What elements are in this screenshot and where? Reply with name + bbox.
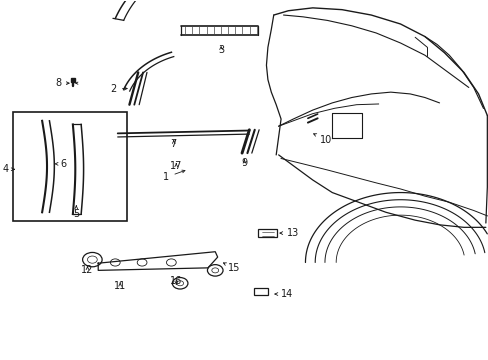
Text: 2: 2 <box>110 84 127 94</box>
Text: 17: 17 <box>170 161 182 171</box>
Text: 10: 10 <box>313 134 332 145</box>
Text: 12: 12 <box>81 265 94 275</box>
Text: 5: 5 <box>73 206 79 219</box>
Text: 4: 4 <box>2 164 14 174</box>
Text: 7: 7 <box>170 139 177 149</box>
FancyBboxPatch shape <box>254 288 267 295</box>
Text: 1: 1 <box>163 170 184 182</box>
FancyBboxPatch shape <box>13 112 127 221</box>
Text: 14: 14 <box>274 289 293 299</box>
FancyBboxPatch shape <box>258 229 276 237</box>
Text: 13: 13 <box>279 228 299 238</box>
Text: 3: 3 <box>218 45 224 55</box>
Text: 11: 11 <box>114 281 126 291</box>
Text: 15: 15 <box>223 263 240 273</box>
Text: 8: 8 <box>55 78 69 88</box>
Text: 9: 9 <box>241 158 247 168</box>
Text: 16: 16 <box>170 276 182 286</box>
Text: 6: 6 <box>54 159 66 169</box>
